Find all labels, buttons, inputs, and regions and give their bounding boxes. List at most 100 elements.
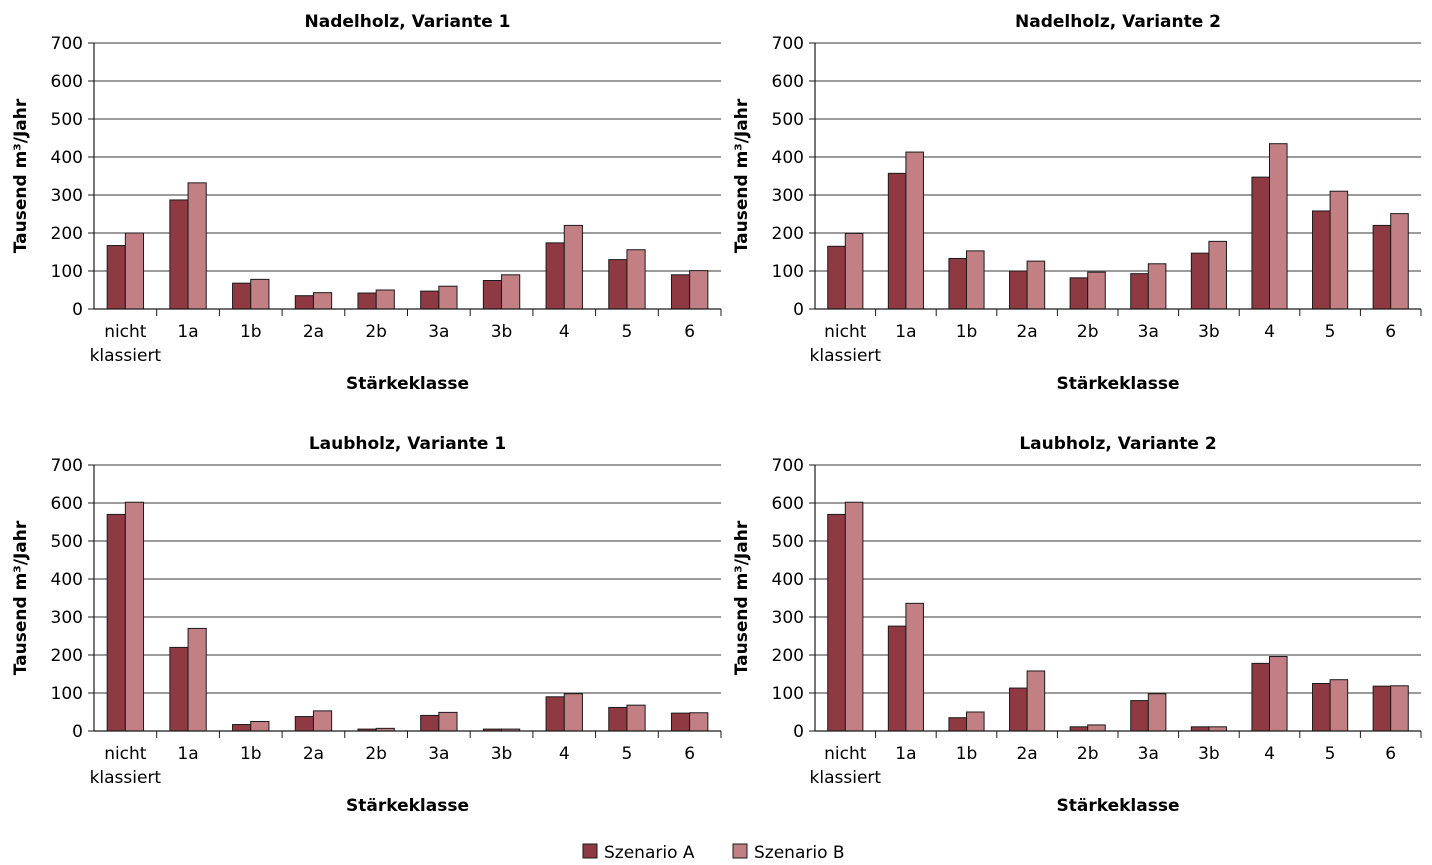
chart-panel-4: Laubholz, Variante 2 0 100 200 300 400 500 600 7… — [732, 434, 1422, 816]
bar-szenario-b — [563, 224, 583, 310]
bar-szenario-a — [1130, 700, 1149, 732]
y-tick-label: 0 — [793, 300, 804, 320]
y-tick-label: 0 — [793, 722, 804, 742]
bar-szenario-b — [689, 712, 709, 732]
bar-szenario-b — [438, 285, 458, 310]
bar-szenario-a — [1190, 726, 1210, 732]
y-tick-label: 500 — [772, 532, 804, 552]
bar-szenario-b — [966, 250, 985, 310]
bar-szenario-b — [124, 501, 145, 732]
x-tick-label: 2a — [1016, 322, 1037, 342]
x-tick-label: 3a — [428, 744, 449, 764]
bar-szenario-b — [1026, 670, 1046, 732]
x-tick-label: nicht klassiert — [810, 322, 882, 366]
x-axis-title: Stärkeklasse — [1057, 796, 1180, 816]
bar-szenario-a — [420, 290, 440, 310]
x-tick-label: 6 — [684, 744, 695, 764]
y-tick-label: 500 — [51, 532, 83, 552]
bar-szenario-a — [608, 706, 628, 732]
y-tick-label: 700 — [772, 34, 804, 54]
bar-szenario-b — [1208, 726, 1227, 732]
chart-title: Laubholz, Variante 1 — [309, 434, 506, 454]
x-tick-label: 6 — [684, 322, 695, 342]
x-tick-label: 3a — [428, 322, 449, 342]
x-tick-label: 3b — [1198, 322, 1220, 342]
y-tick-label: 300 — [51, 186, 83, 206]
bar-szenario-a — [545, 242, 565, 310]
y-tick-label: 0 — [72, 722, 83, 742]
bar-szenario-b — [438, 711, 458, 732]
y-tick-label: 700 — [51, 456, 83, 476]
y-tick-label: 200 — [51, 646, 83, 666]
chart-panel-2: Nadelholz, Variante 2 0 100 200 300 400 500 600… — [732, 12, 1422, 394]
bar-szenario-a — [670, 274, 691, 310]
x-tick-label: nicht klassiert — [810, 744, 882, 788]
y-tick-label: 400 — [772, 570, 804, 590]
x-axis-title: Stärkeklasse — [346, 796, 469, 816]
bar-szenario-a — [948, 257, 968, 310]
bar-szenario-a — [827, 513, 846, 732]
bar-szenario-b — [1087, 271, 1106, 310]
x-tick-label: 2b — [1077, 744, 1099, 764]
bar-szenario-a — [670, 712, 691, 732]
x-tick-label: 3b — [491, 322, 513, 342]
bar-szenario-b — [1390, 213, 1409, 310]
x-tick-label: 1a — [177, 322, 198, 342]
x-tick-label: 6 — [1385, 322, 1396, 342]
x-tick-label: nicht klassiert — [90, 744, 162, 788]
x-tick-label: 2a — [303, 744, 324, 764]
x-tick-label: 4 — [1264, 744, 1275, 764]
bar-szenario-a — [232, 282, 252, 310]
bar-szenario-b — [966, 711, 985, 732]
bar-szenario-a — [357, 292, 377, 310]
y-axis-title: Tausend m³/Jahr — [732, 520, 752, 675]
legend-swatch-szenario-a — [582, 843, 598, 859]
y-tick-label: 100 — [772, 684, 804, 704]
x-tick-label: 4 — [559, 744, 570, 764]
bar-szenario-b — [905, 151, 924, 310]
bar-szenario-a — [1009, 687, 1028, 732]
bar-szenario-b — [1026, 260, 1046, 310]
y-axis-title: Tausend m³/Jahr — [11, 98, 31, 253]
y-tick-label: 600 — [772, 72, 804, 92]
y-tick-label: 600 — [51, 494, 83, 514]
bar-szenario-a — [232, 724, 252, 732]
y-tick-label: 700 — [51, 34, 83, 54]
y-tick-label: 300 — [772, 608, 804, 628]
x-tick-label: 5 — [1325, 744, 1336, 764]
x-axis-title: Stärkeklasse — [1057, 374, 1180, 394]
bar-szenario-a — [1009, 270, 1028, 310]
bar-szenario-a — [294, 716, 314, 732]
y-tick-label: 100 — [51, 262, 83, 282]
x-tick-label: nicht klassiert — [90, 322, 162, 366]
y-tick-label: 200 — [772, 646, 804, 666]
bar-szenario-b — [844, 501, 864, 732]
y-axis-title: Tausend m³/Jahr — [732, 98, 752, 253]
bar-szenario-b — [1329, 190, 1349, 310]
y-tick-label: 500 — [772, 110, 804, 130]
x-tick-label: 1a — [895, 744, 916, 764]
y-tick-label: 200 — [51, 224, 83, 244]
bar-szenario-a — [106, 245, 126, 310]
legend: Szenario A Szenario B — [582, 843, 845, 863]
bar-szenario-a — [1251, 662, 1271, 732]
bar-szenario-b — [844, 232, 864, 310]
x-tick-label: 3b — [491, 744, 513, 764]
bar-szenario-b — [1269, 143, 1288, 310]
x-tick-label: 2b — [365, 322, 387, 342]
y-tick-label: 100 — [51, 684, 83, 704]
bar-szenario-b — [312, 292, 333, 310]
bar-szenario-a — [420, 714, 440, 732]
bar-szenario-a — [1312, 210, 1331, 310]
bar-szenario-b — [187, 182, 207, 310]
bar-szenario-b — [1208, 240, 1227, 310]
y-tick-label: 0 — [72, 300, 83, 320]
y-tick-label: 300 — [51, 608, 83, 628]
bar-szenario-a — [827, 245, 846, 310]
x-tick-label: 3b — [1198, 744, 1220, 764]
bar-szenario-b — [626, 249, 646, 310]
bar-szenario-a — [887, 172, 907, 310]
bar-szenario-b — [563, 693, 583, 732]
bar-szenario-a — [1372, 224, 1392, 310]
